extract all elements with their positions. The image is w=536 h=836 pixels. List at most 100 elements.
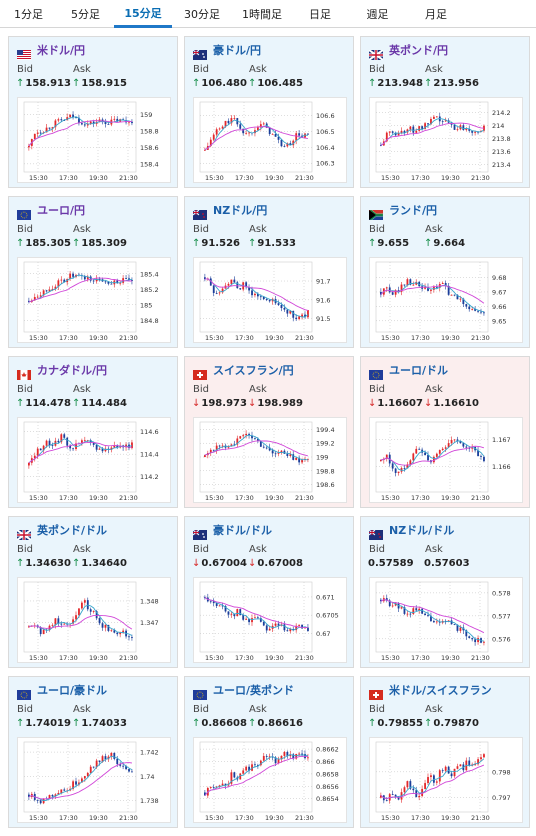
tab-4[interactable]: 1時間足 [242, 8, 282, 21]
mini-candlestick-chart[interactable]: 91.7 91.6 91.5 15:30 17:30 19:30 21:30 [193, 257, 347, 343]
candle-body [295, 317, 298, 320]
rate-card[interactable]: 米ドル/円 Bid Ask ↑158.913 ↑158.915 159 158.8 158.6… [8, 36, 178, 188]
mini-candlestick-chart[interactable]: 1.167 1.166 15:30 17:30 19:30 21:30 [369, 417, 523, 503]
mini-candlestick-chart[interactable]: 199.4 199.2 199 198.8 198.6 15:30 17:30 19:30 21… [193, 417, 347, 503]
tab-3[interactable]: 30分足 [184, 8, 220, 21]
currency-pair-link[interactable]: 英ポンド/円 [389, 44, 449, 57]
ask-value-text: 1.34640 [81, 558, 127, 569]
x-tick-label: 15:30 [29, 814, 48, 822]
currency-pair-link[interactable]: スイスフラン/円 [213, 364, 294, 377]
rate-card[interactable]: カナダドル/円 Bid Ask ↑114.478 ↑114.484 114.6 114.4 1… [8, 356, 178, 508]
candle-body [450, 440, 453, 444]
currency-pair-link[interactable]: ユーロ/英ポンド [213, 684, 295, 697]
candle-body [433, 621, 435, 623]
candle-body [257, 438, 259, 441]
mini-candlestick-chart[interactable]: 0.671 0.6705 0.67 15:30 17:30 19:30 21:30 [193, 577, 347, 663]
candle-body [113, 445, 116, 448]
candle-body [483, 754, 485, 758]
mini-candlestick-chart[interactable]: 1.742 1.74 1.738 15:30 17:30 19:30 21:30 [17, 737, 171, 823]
currency-pair-link[interactable]: 英ポンド/ドル [37, 524, 108, 537]
y-tick-label: 9.68 [492, 274, 506, 282]
rate-card[interactable]: ユーロ/ドル Bid Ask ↓1.16607 ↓1.16610 1.167 1.166 15… [360, 356, 530, 508]
candle-body [430, 615, 432, 622]
y-tick-label: 0.8658 [316, 770, 339, 778]
candle-body [204, 596, 206, 598]
currency-pair-link[interactable]: カナダドル/円 [37, 364, 108, 377]
mini-candlestick-chart[interactable]: 0.578 0.577 0.576 15:30 17:30 19:30 21:30 [369, 577, 523, 663]
mini-candlestick-chart[interactable]: 1.348 1.347 15:30 17:30 19:30 21:30 [17, 577, 171, 663]
ask-label: Ask [425, 224, 443, 235]
tab-1[interactable]: 5分足 [71, 8, 100, 21]
tab-0[interactable]: 1分足 [14, 8, 43, 21]
candle-body [113, 118, 116, 120]
candle-body [72, 619, 74, 624]
currency-pair-link[interactable]: ユーロ/円 [37, 204, 86, 217]
candle-body [83, 276, 86, 280]
rate-card[interactable]: 英ポンド/ドル Bid Ask ↑1.34630 ↑1.34640 1.348 1.347 1… [8, 516, 178, 668]
candle-body [262, 296, 265, 300]
candle-body [409, 126, 412, 130]
tab-6[interactable]: 週足 [366, 8, 389, 21]
currency-pair-link[interactable]: 米ドル/円 [37, 44, 86, 57]
mini-candlestick-chart[interactable]: 159 158.8 158.6 158.4 15:30 17:30 19:30 21:30 [17, 97, 171, 183]
currency-pair-link[interactable]: 米ドル/スイスフラン [389, 684, 492, 697]
candle-body [418, 126, 421, 131]
candle-body [239, 124, 242, 129]
candle-body [259, 440, 262, 447]
currency-pair-link[interactable]: ユーロ/豪ドル [37, 684, 108, 697]
candle-body [277, 452, 280, 454]
mini-candlestick-chart[interactable]: 185.4 185.2 185 184.8 15:30 17:30 19:30 21:30 [17, 257, 171, 343]
x-tick-label: 17:30 [235, 334, 254, 342]
mini-candlestick-chart[interactable]: 0.8662 0.866 0.8658 0.8656 0.8654 15:30 17:30 1… [193, 737, 347, 823]
x-tick-label: 17:30 [411, 654, 430, 662]
chart-svg: 1.742 1.74 1.738 15:30 17:30 19:30 21:30 [23, 741, 159, 822]
candle-body [104, 624, 107, 628]
y-tick-label: 213.6 [492, 148, 511, 156]
candle-body [406, 464, 409, 469]
rate-card[interactable]: ユーロ/英ポンド Bid Ask ↑0.86608 ↑0.86616 0.8662 0.86… [184, 676, 354, 828]
mini-candlestick-chart[interactable]: 214.2 214 213.8 213.6 213.4 15:30 17:30 19:30 21… [369, 97, 523, 183]
currency-pair-link[interactable]: ランド/円 [389, 204, 438, 217]
rate-card[interactable]: 英ポンド/円 Bid Ask ↑213.948 ↑213.956 214.2 214 213.… [360, 36, 530, 188]
currency-pair-link[interactable]: 豪ドル/ドル [213, 524, 273, 537]
rate-card[interactable]: 豪ドル/円 Bid Ask ↑106.480 ↑106.485 106.6 106.5 106… [184, 36, 354, 188]
rate-card[interactable]: 豪ドル/ドル Bid Ask ↓0.67004 ↓0.67008 0.671 0.6705 0… [184, 516, 354, 668]
mini-candlestick-chart[interactable]: 106.6 106.5 106.4 106.3 15:30 17:30 19:30 21:30 [193, 97, 347, 183]
bid-value: ↓198.973 [192, 398, 247, 409]
candle-body [119, 632, 122, 635]
tab-5[interactable]: 日足 [309, 8, 331, 21]
rate-card[interactable]: スイスフラン/円 Bid Ask ↓198.973 ↓198.989 199.4 199.2… [184, 356, 354, 508]
rate-card[interactable]: ランド/円 Bid Ask ↑9.655 ↑9.664 9.68 9.67 9.66 9.65 1… [360, 196, 530, 348]
candle-body [98, 278, 101, 280]
rate-card[interactable]: NZドル/円 Bid Ask ↑91.526 ↑91.533 91.7 91.6 91.5 15… [184, 196, 354, 348]
currency-pair-link[interactable]: ユーロ/ドル [389, 364, 449, 377]
rate-card[interactable]: 米ドル/スイスフラン Bid Ask ↑0.79855 ↑0.79870 0.798 0.7… [360, 676, 530, 828]
ma-short-line [380, 599, 485, 642]
ask-value-text: 0.79870 [433, 718, 479, 729]
bid-value: ↑106.480 [192, 78, 247, 89]
x-tick-label: 19:30 [441, 334, 460, 342]
currency-pair-link[interactable]: NZドル/円 [213, 204, 268, 217]
mini-candlestick-chart[interactable]: 114.6 114.4 114.2 15:30 17:30 19:30 21:30 [17, 417, 171, 503]
x-tick-label: 15:30 [381, 494, 400, 502]
tab-2[interactable]: 15分足 [114, 0, 172, 28]
candle-body [418, 608, 421, 611]
candle-body [131, 121, 133, 124]
tab-7[interactable]: 月足 [425, 8, 447, 21]
mini-candlestick-chart[interactable]: 0.798 0.797 15:30 17:30 19:30 21:30 [369, 737, 523, 823]
candle-body [391, 292, 394, 295]
candle-body [433, 116, 435, 119]
candle-body [230, 118, 233, 124]
candle-body [444, 766, 447, 771]
currency-pair-link[interactable]: NZドル/ドル [389, 524, 455, 537]
candle-body [403, 130, 406, 133]
mini-candlestick-chart[interactable]: 9.68 9.67 9.66 9.65 15:30 17:30 19:30 21:30 [369, 257, 523, 343]
x-tick-label: 21:30 [295, 814, 314, 822]
rate-card[interactable]: NZドル/ドル Bid Ask 0.57589 0.57603 0.578 0.577 0.5… [360, 516, 530, 668]
currency-pair-link[interactable]: 豪ドル/円 [213, 44, 262, 57]
candle-body [233, 444, 236, 446]
candle-body [72, 114, 74, 118]
rate-card[interactable]: ユーロ/豪ドル Bid Ask ↑1.74019 ↑1.74033 1.742 1.74 1.… [8, 676, 178, 828]
down-arrow-icon: ↓ [248, 558, 257, 569]
rate-card[interactable]: ユーロ/円 Bid Ask ↑185.305 ↑185.309 185.4 185.2 185… [8, 196, 178, 348]
